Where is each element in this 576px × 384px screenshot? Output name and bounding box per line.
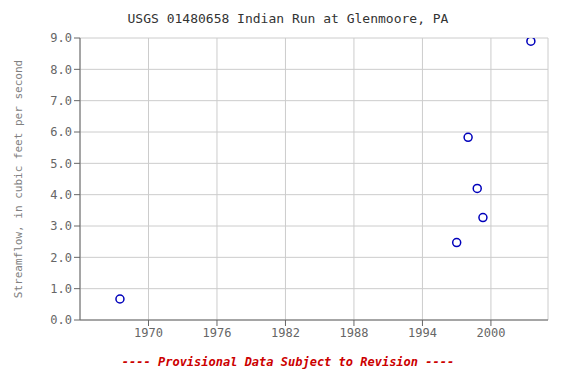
svg-text:2000: 2000 xyxy=(476,326,505,340)
svg-text:1.0: 1.0 xyxy=(50,282,72,296)
svg-text:2.0: 2.0 xyxy=(50,251,72,265)
svg-text:8.0: 8.0 xyxy=(50,63,72,77)
svg-text:9.0: 9.0 xyxy=(50,31,72,45)
svg-text:1988: 1988 xyxy=(339,326,368,340)
svg-text:7.0: 7.0 xyxy=(50,94,72,108)
svg-text:1970: 1970 xyxy=(134,326,163,340)
html-text:USGS 01480658 Indian Run at Gl: USGS 01480658 Indian Run at Glenmoore, P… xyxy=(127,11,449,26)
svg-text:1976: 1976 xyxy=(203,326,232,340)
svg-text:4.0: 4.0 xyxy=(50,188,72,202)
svg-text:6.0: 6.0 xyxy=(50,125,72,139)
svg-text:1982: 1982 xyxy=(271,326,300,340)
html-text:---- Provisional Data Subject: ---- Provisional Data Subject to Revisio… xyxy=(121,355,455,369)
svg-text:1994: 1994 xyxy=(408,326,437,340)
svg-text:0.0: 0.0 xyxy=(50,313,72,327)
svg-text:Streamflow, in cubic feet per: Streamflow, in cubic feet per second xyxy=(12,60,25,298)
svg-text:5.0: 5.0 xyxy=(50,157,72,171)
svg-text:3.0: 3.0 xyxy=(50,219,72,233)
